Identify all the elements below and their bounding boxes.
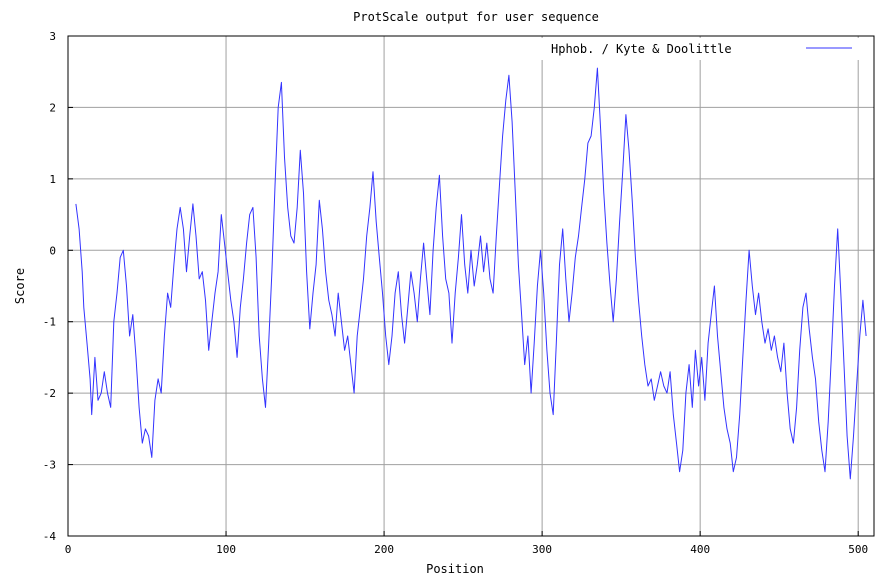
y-tick-label-6: -3 — [43, 459, 56, 472]
x-tick-label-4: 400 — [690, 543, 710, 556]
chart-title: ProtScale output for user sequence — [353, 10, 599, 24]
y-axis-label: Score — [13, 268, 27, 304]
plot-area — [68, 36, 874, 536]
y-tick-label-5: -2 — [43, 387, 56, 400]
x-tick-label-0: 0 — [65, 543, 72, 556]
y-tick-label-0: 3 — [49, 30, 56, 43]
y-tick-label-2: 1 — [49, 173, 56, 186]
legend-entry-label: Hphob. / Kyte & Doolittle — [551, 42, 732, 56]
x-tick-label-5: 500 — [848, 543, 868, 556]
series-group — [75, 67, 867, 480]
plot-frame — [67, 35, 875, 537]
x-axis-ticks: 0 100 200 300 400 500 — [65, 531, 868, 556]
y-tick-label-3: 0 — [49, 244, 56, 257]
series-line-0 — [75, 67, 867, 480]
x-tick-label-3: 300 — [532, 543, 552, 556]
y-tick-label-4: -1 — [43, 316, 56, 329]
grid-lines — [68, 36, 874, 536]
legend-box — [540, 38, 872, 60]
legend: Hphob. / Kyte & Doolittle — [540, 38, 872, 60]
y-tick-label-1: 2 — [49, 101, 56, 114]
x-axis-label: Position — [426, 562, 484, 576]
y-axis-ticks: 3 2 1 0 -1 -2 -3 -4 — [43, 30, 73, 543]
x-tick-label-1: 100 — [216, 543, 236, 556]
y-tick-label-7: -4 — [43, 530, 57, 543]
x-tick-label-2: 200 — [374, 543, 394, 556]
